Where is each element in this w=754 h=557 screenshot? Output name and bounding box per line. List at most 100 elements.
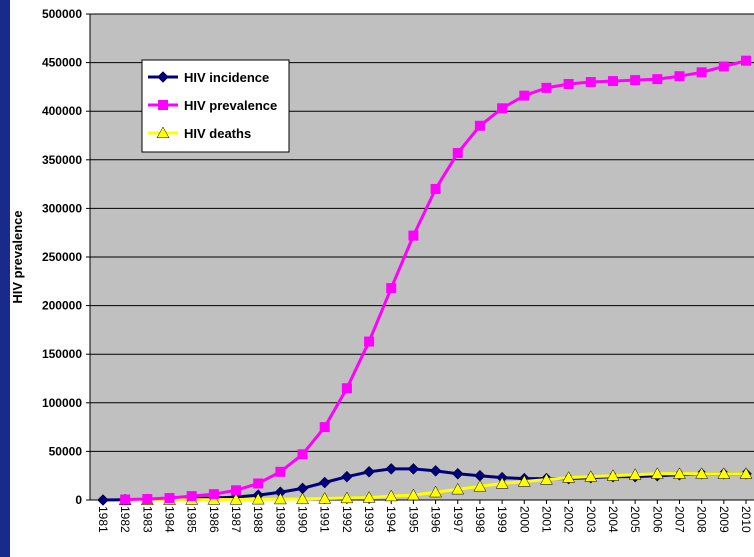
hiv-prevalence-point	[563, 78, 574, 89]
x-tick-label: 1993	[362, 506, 376, 533]
x-tick-label: 2007	[672, 506, 686, 533]
x-tick-label: 1992	[340, 506, 354, 533]
hiv-prevalence-point	[319, 422, 330, 433]
hiv-incidence-point	[407, 463, 420, 475]
hiv-deaths-point	[318, 492, 332, 504]
legend-marker-hiv-prevalence	[158, 100, 168, 110]
hiv-prevalence-point	[341, 383, 352, 394]
hiv-deaths-point	[273, 492, 287, 505]
x-tick-label: 2006	[650, 506, 664, 533]
hiv-deaths-point	[406, 488, 420, 501]
y-tick-label: 400000	[42, 104, 82, 118]
legend-label-hiv-deaths: HIV deaths	[184, 126, 251, 141]
y-tick-label: 100000	[42, 396, 82, 410]
hiv-deaths-point	[628, 468, 642, 480]
left-accent-bar	[0, 0, 10, 557]
hiv-deaths-point	[673, 467, 686, 479]
y-axis-title: HIV prevalence	[10, 210, 25, 303]
legend-label-hiv-prevalence: HIV prevalence	[184, 98, 277, 113]
hiv-prevalence-point	[297, 449, 308, 460]
hiv-deaths-point	[540, 473, 553, 485]
y-tick-label: 0	[75, 493, 82, 507]
hiv-deaths-point	[495, 476, 509, 489]
hiv-prevalence-point	[231, 485, 242, 496]
hiv-incidence-point	[363, 465, 375, 478]
hiv-prevalence-point	[718, 61, 729, 72]
legend-label-hiv-incidence: HIV incidence	[184, 70, 269, 85]
x-tick-label: 1985	[185, 506, 199, 533]
x-tick-label: 1996	[429, 506, 443, 533]
hiv-prevalence-point	[452, 147, 463, 158]
hiv-incidence-point	[385, 463, 398, 475]
hiv-prevalence-point	[519, 90, 530, 101]
hiv-incidence-point	[341, 470, 353, 483]
hiv-deaths-point	[473, 479, 487, 492]
hiv-prevalence-point	[186, 491, 197, 502]
hiv-prevalence-point	[652, 74, 663, 85]
hiv-incidence-point	[318, 476, 331, 489]
hiv-deaths-point	[584, 470, 598, 482]
x-tick-label: 1991	[318, 506, 332, 533]
hiv-deaths-point	[562, 471, 576, 483]
hiv-prevalence-point	[741, 55, 751, 66]
y-tick-label: 250000	[42, 250, 82, 264]
hiv-deaths-point	[717, 467, 731, 479]
hiv-prevalence-point	[408, 230, 419, 241]
hiv-prevalence-point	[541, 82, 552, 93]
legend-marker-hiv-incidence	[157, 71, 169, 83]
hiv-prevalence-point	[497, 103, 508, 114]
hiv-deaths-point	[251, 492, 265, 505]
hiv-prevalence-point	[386, 283, 397, 294]
x-tick-label: 2008	[695, 506, 709, 533]
x-tick-label: 1986	[207, 506, 221, 533]
x-tick-label: 1994	[384, 506, 398, 533]
hiv-deaths-point	[650, 467, 664, 479]
x-tick-label: 2005	[628, 506, 642, 533]
hiv-deaths-point	[362, 491, 376, 503]
hiv-incidence-point	[451, 467, 464, 480]
x-tick-label: 1997	[451, 506, 465, 533]
hiv-deaths-point	[296, 492, 309, 505]
y-tick-label: 450000	[42, 56, 82, 70]
x-tick-label: 1987	[229, 506, 243, 533]
hiv-prevalence-point	[275, 466, 286, 477]
x-tick-label: 2010	[739, 506, 753, 533]
x-tick-label: 1988	[251, 506, 265, 533]
hiv-prevalence-point	[674, 71, 685, 82]
hiv-prevalence-point	[164, 493, 175, 504]
hiv-deaths-point	[695, 467, 709, 479]
x-tick-label: 1998	[473, 506, 487, 533]
x-tick-label: 1999	[495, 506, 509, 533]
hiv-deaths-point	[384, 489, 398, 502]
hiv-deaths-point	[451, 482, 465, 495]
hiv-prevalence-point	[585, 77, 596, 88]
hiv-prevalence-point	[607, 76, 618, 87]
x-tick-label: 1983	[140, 506, 154, 533]
y-tick-label: 350000	[42, 153, 82, 167]
y-tick-label: 150000	[42, 347, 82, 361]
hiv-prevalence-point	[430, 183, 441, 194]
x-tick-label: 1984	[163, 506, 177, 533]
hiv-deaths-point	[606, 469, 620, 481]
hiv-deaths-point	[340, 491, 354, 504]
hiv-prevalence-point	[253, 478, 264, 489]
y-tick-label: 200000	[42, 299, 82, 313]
hiv-incidence-point	[97, 494, 109, 506]
x-tick-label: 2002	[562, 506, 576, 533]
hiv-deaths-point	[229, 492, 243, 505]
x-tick-label: 1990	[296, 506, 310, 533]
y-tick-label: 300000	[42, 201, 82, 215]
hiv-prevalence-point	[364, 336, 375, 347]
x-tick-label: 2001	[539, 506, 553, 533]
legend-marker-hiv-deaths	[156, 126, 170, 139]
hiv-prevalence-point	[474, 120, 485, 131]
hiv-deaths-point	[517, 475, 531, 487]
x-tick-label: 2004	[606, 506, 620, 533]
hiv-deaths-point	[739, 467, 753, 479]
x-tick-label: 1982	[118, 506, 132, 533]
y-tick-label: 500000	[42, 7, 82, 21]
x-tick-label: 2000	[517, 506, 531, 533]
hiv-prevalence-point	[142, 494, 153, 505]
x-tick-label: 1981	[96, 506, 110, 533]
